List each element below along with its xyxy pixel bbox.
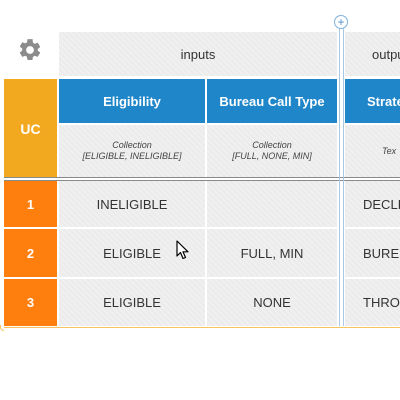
group-header-outputs: outpu: [345, 32, 400, 76]
cell-eligibility-row-3-text: ELIGIBLE: [103, 295, 161, 310]
cell-eligibility-row-3[interactable]: ELIGIBLE: [59, 279, 205, 326]
column-header-strategy-label: Strate: [367, 93, 400, 109]
column-type-strategy[interactable]: Tex: [345, 125, 400, 177]
cell-strategy-row-2[interactable]: BURE: [345, 229, 400, 277]
header-separator-bottom: [4, 180, 400, 181]
row-number-1-label: 1: [26, 196, 35, 212]
column-type-bureau-call-type-line2: [FULL, NONE, MIN]: [232, 151, 312, 161]
column-header-strategy[interactable]: Strate: [345, 79, 400, 123]
row-number-2-label: 2: [26, 245, 35, 261]
cell-strategy-row-2-text: BURE: [363, 245, 400, 261]
bottom-corner-mark: [0, 325, 4, 331]
gear-icon: [17, 37, 43, 68]
cell-strategy-row-1[interactable]: DECLI: [345, 181, 400, 227]
column-header-bureau-call-type-label: Bureau Call Type: [219, 93, 325, 109]
divider-line-right: [343, 28, 344, 326]
cell-strategy-row-1-text: DECLI: [363, 196, 400, 212]
column-type-eligibility-line2: [ELIGIBLE, INELIGIBLE]: [82, 151, 182, 161]
cell-bureau-row-3[interactable]: NONE: [207, 279, 337, 326]
group-header-inputs: inputs: [59, 32, 337, 76]
column-type-eligibility[interactable]: Collection [ELIGIBLE, INELIGIBLE]: [59, 125, 205, 177]
row-number-3[interactable]: 3: [4, 279, 57, 326]
cell-bureau-row-1[interactable]: [207, 181, 337, 227]
cell-bureau-row-3-text: NONE: [253, 295, 291, 310]
cell-strategy-row-3[interactable]: THROU: [345, 279, 400, 326]
mouse-pointer-icon: [176, 240, 190, 260]
cell-eligibility-row-1[interactable]: INELIGIBLE: [59, 181, 205, 227]
cell-strategy-row-3-text: THROU: [363, 295, 400, 310]
header-separator-top: [4, 177, 400, 178]
uc-header: UC: [4, 79, 57, 178]
add-column-button[interactable]: +: [334, 15, 348, 29]
column-header-eligibility[interactable]: Eligibility: [59, 79, 205, 123]
bottom-edge-line: [4, 327, 400, 328]
column-header-bureau-call-type[interactable]: Bureau Call Type: [207, 79, 337, 123]
cell-bureau-row-2-text: FULL, MIN: [240, 245, 304, 261]
group-header-inputs-label: inputs: [180, 46, 216, 62]
column-type-eligibility-line1: Collection: [112, 140, 152, 150]
column-type-strategy-line1: Tex: [382, 145, 397, 156]
uc-header-label: UC: [20, 120, 41, 137]
settings-button[interactable]: [4, 26, 56, 78]
row-number-1[interactable]: 1: [4, 181, 57, 227]
cell-bureau-row-2[interactable]: FULL, MIN: [207, 229, 337, 277]
cell-eligibility-row-2[interactable]: ELIGIBLE: [59, 229, 205, 277]
cell-eligibility-row-1-text: INELIGIBLE: [96, 196, 168, 212]
column-header-eligibility-label: Eligibility: [103, 93, 161, 109]
plus-icon: +: [337, 15, 345, 29]
column-type-bureau-call-type-line1: Collection: [252, 140, 292, 150]
divider-line-left: [339, 28, 340, 326]
row-number-2[interactable]: 2: [4, 229, 57, 277]
column-type-bureau-call-type[interactable]: Collection [FULL, NONE, MIN]: [207, 125, 337, 177]
row-number-3-label: 3: [26, 295, 35, 310]
cell-eligibility-row-2-text: ELIGIBLE: [103, 245, 161, 261]
group-header-outputs-label: outpu: [372, 46, 400, 62]
